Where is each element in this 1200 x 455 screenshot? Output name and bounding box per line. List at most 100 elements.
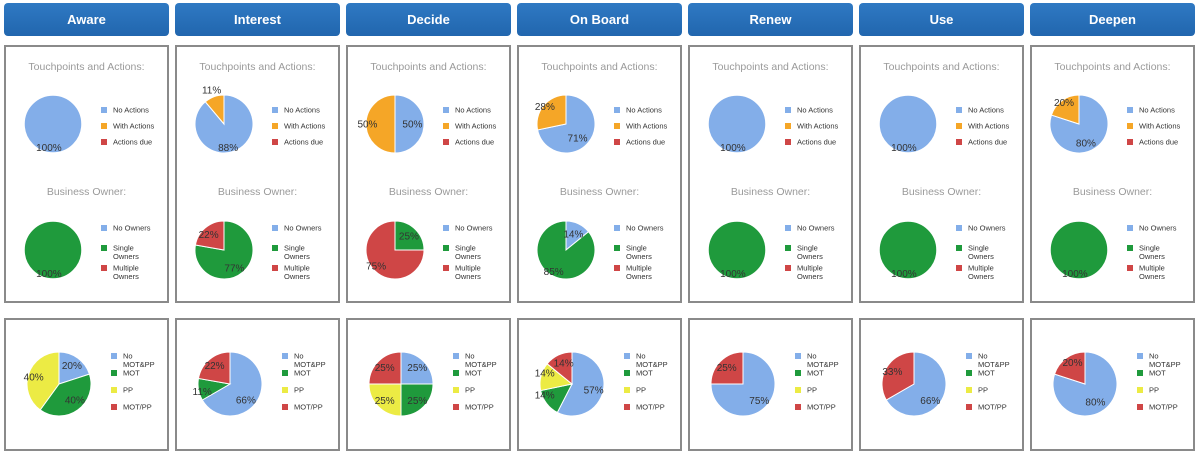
legend-item: No Owners	[614, 224, 664, 233]
legend-label: Single	[968, 244, 989, 253]
legend-label: PP	[807, 386, 817, 395]
touchpoints-title: Touchpoints and Actions:	[1054, 61, 1170, 73]
legend-label: Actions due	[455, 138, 494, 147]
legend-swatch	[1127, 225, 1133, 231]
legend-item: Actions due	[101, 138, 152, 147]
legend-label: MOT/PP	[807, 403, 836, 412]
pie-data-label: 100%	[1062, 269, 1088, 280]
pie-data-label: 20%	[1054, 98, 1074, 109]
legend-label: Owners	[113, 252, 139, 261]
pie-slice	[710, 351, 776, 417]
legend-label: Multiple	[455, 264, 481, 273]
legend-swatch	[101, 225, 107, 231]
pie-data-label: 50%	[402, 120, 422, 131]
legend-label: Owners	[968, 252, 994, 261]
legend-swatch	[272, 123, 278, 129]
legend-label: No Owners	[1139, 224, 1177, 233]
pie-data-label: 71%	[568, 133, 588, 144]
touchpoints-owner-panel: Touchpoints and Actions: 100% No Actions Wi…	[688, 45, 853, 303]
legend-swatch	[966, 353, 972, 359]
legend-swatch	[785, 107, 791, 113]
legend-item: PP	[795, 386, 817, 395]
legend-swatch	[624, 353, 630, 359]
legend-swatch	[272, 225, 278, 231]
legend-label: MOT&PP	[1149, 360, 1181, 369]
legend-label: PP	[978, 386, 988, 395]
stage-header[interactable]: Deepen	[1030, 3, 1195, 36]
pie-slice	[368, 383, 402, 417]
mot-pp-panel: 20% 40% 40% No MOT&PP MOT PP MOT/PP	[4, 318, 169, 451]
legend-label: MOT	[465, 369, 482, 378]
pie-data-label: 25%	[407, 363, 427, 374]
legend-label: No Actions	[797, 106, 833, 115]
pie-data-label: 25%	[407, 396, 427, 407]
touch-pie	[23, 94, 83, 154]
legend-item: MOT/PP	[795, 403, 836, 412]
legend-swatch	[443, 139, 449, 145]
pie-slice	[204, 94, 225, 126]
legend-item: MOT	[624, 369, 653, 378]
pie-data-label: 33%	[882, 367, 902, 378]
pie-data-label: 25%	[375, 396, 395, 407]
pie-data-label: 66%	[236, 395, 256, 406]
legend-item: No Actions	[101, 106, 149, 115]
legend-item: MOT/PP	[624, 403, 665, 412]
stage-header[interactable]: Interest	[175, 3, 340, 36]
legend-label: No	[636, 352, 646, 361]
legend-item: PP	[624, 386, 646, 395]
pie-data-label: 14%	[554, 359, 574, 370]
legend-swatch	[101, 107, 107, 113]
owner-pie	[1049, 220, 1109, 280]
legend-label: Owners	[626, 272, 652, 281]
legend-swatch	[1127, 107, 1133, 113]
stage-header[interactable]: Renew	[688, 3, 853, 36]
legend-item: Actions due	[1127, 138, 1178, 147]
stage-header[interactable]: Aware	[4, 3, 169, 36]
pie-data-label: 85%	[544, 267, 564, 278]
legend-label: Multiple	[626, 264, 652, 273]
pie-data-label: 25%	[717, 363, 737, 374]
legend-item: Actions due	[272, 138, 323, 147]
legend-label: PP	[1149, 386, 1159, 395]
legend-swatch	[111, 353, 117, 359]
legend-swatch	[111, 404, 117, 410]
legend-item: MOT	[1137, 369, 1166, 378]
legend-label: Owners	[455, 272, 481, 281]
legend-item: Actions due	[443, 138, 494, 147]
stage-header[interactable]: On Board	[517, 3, 682, 36]
legend-swatch	[785, 245, 791, 251]
business-owner-title: Business Owner:	[389, 186, 468, 198]
legend-label: With Actions	[113, 122, 155, 131]
legend-swatch	[282, 353, 288, 359]
legend-swatch	[111, 387, 117, 393]
legend-item: No Actions	[614, 106, 662, 115]
legend-swatch	[966, 404, 972, 410]
legend-label: No	[465, 352, 475, 361]
legend-label: MOT&PP	[978, 360, 1010, 369]
pie-data-label: 28%	[535, 102, 555, 113]
legend-item: PP	[453, 386, 475, 395]
pie-slice	[365, 220, 425, 280]
stage-header[interactable]: Decide	[346, 3, 511, 36]
legend-swatch	[785, 139, 791, 145]
legend-swatch	[453, 387, 459, 393]
legend-item: No Owners	[272, 224, 322, 233]
legend-label: Owners	[455, 252, 481, 261]
legend-label: Actions due	[626, 138, 665, 147]
stage-header[interactable]: Use	[859, 3, 1024, 36]
pie-data-label: 100%	[891, 143, 917, 154]
legend-label: Multiple	[968, 264, 994, 273]
legend-label: Multiple	[797, 264, 823, 273]
pie-data-label: 25%	[399, 232, 419, 243]
legend-label: No	[123, 352, 133, 361]
pie-slice	[197, 351, 231, 385]
legend-label: No Owners	[797, 224, 835, 233]
legend-swatch	[614, 107, 620, 113]
legend-label: With Actions	[284, 122, 326, 131]
